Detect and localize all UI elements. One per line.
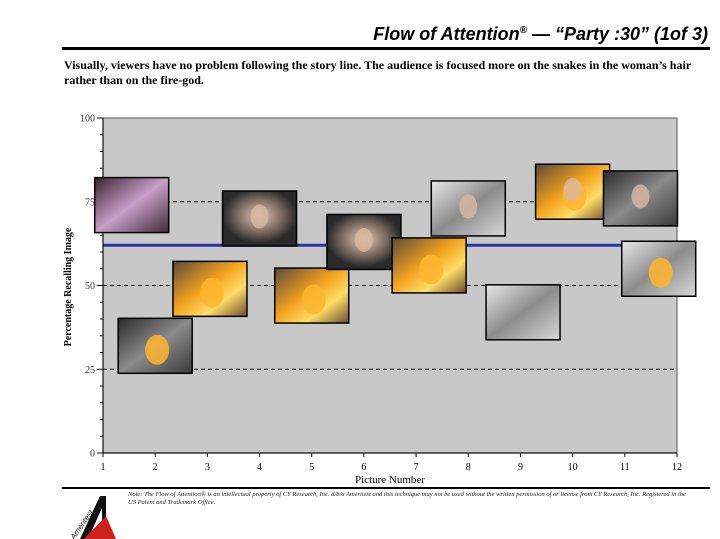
flame-shape [419,254,444,285]
x-tick-label: 10 [568,462,578,473]
thumbnail-7 [391,237,467,294]
y-tick-label: 75 [85,197,95,208]
title-main: Flow of Attention [373,24,520,44]
ameritest-logo: Ameritest [68,496,116,539]
thumbnail-12 [620,240,697,297]
x-tick-label: 5 [309,462,314,473]
thumbnail-5 [273,267,350,324]
thumbnail-9 [485,284,561,341]
face-shape [631,184,650,209]
flame-shape [648,257,673,288]
face-shape [563,177,582,202]
x-tick-label: 3 [205,462,210,473]
x-tick-label: 1 [101,462,106,473]
x-tick-label: 11 [620,462,630,473]
x-tick-label: 8 [466,462,471,473]
x-tick-label: 12 [672,462,682,473]
thumbnail-11 [602,170,679,227]
party-crowd-image [485,284,561,341]
x-axis-label: Picture Number [355,474,425,485]
x-tick-label: 9 [518,462,523,473]
flame-shape [301,284,326,315]
thumbnail-1 [93,176,170,234]
thumbnail-4 [221,190,298,247]
y-tick-label: 25 [85,365,95,376]
y-tick-label: 100 [80,114,95,125]
footer-rule [62,487,710,489]
x-tick-label: 6 [361,462,366,473]
thumbnail-10 [534,163,611,220]
flame-shape [145,334,170,365]
thumbnail-8 [430,180,507,237]
x-tick-label: 7 [414,462,419,473]
face-shape [459,194,478,219]
thumbnail-3 [172,260,248,318]
title-rest: — “Party :30” (1of 3) [526,24,708,44]
thumbnail-6 [326,213,402,271]
y-tick-label: 50 [85,281,95,292]
y-axis-label: Percentage Recalling Image [63,227,74,346]
subtitle: Visually, viewers have no problem follow… [64,58,691,87]
y-tick-label: 0 [90,449,95,460]
thumbnail-2 [117,317,193,375]
footer-note: Note: The Flow of Attention® is an intel… [128,491,686,506]
face-shape [250,204,269,229]
registered-mark: ® [519,25,527,36]
x-tick-label: 4 [257,462,262,473]
page-title: Flow of Attention® — “Party :30” (1of 3) [373,24,708,45]
x-tick-label: 2 [153,462,158,473]
face-shape [354,227,373,252]
header-rule [62,47,710,50]
dark-purple-logo-image [93,176,170,234]
flame-shape [199,277,224,308]
